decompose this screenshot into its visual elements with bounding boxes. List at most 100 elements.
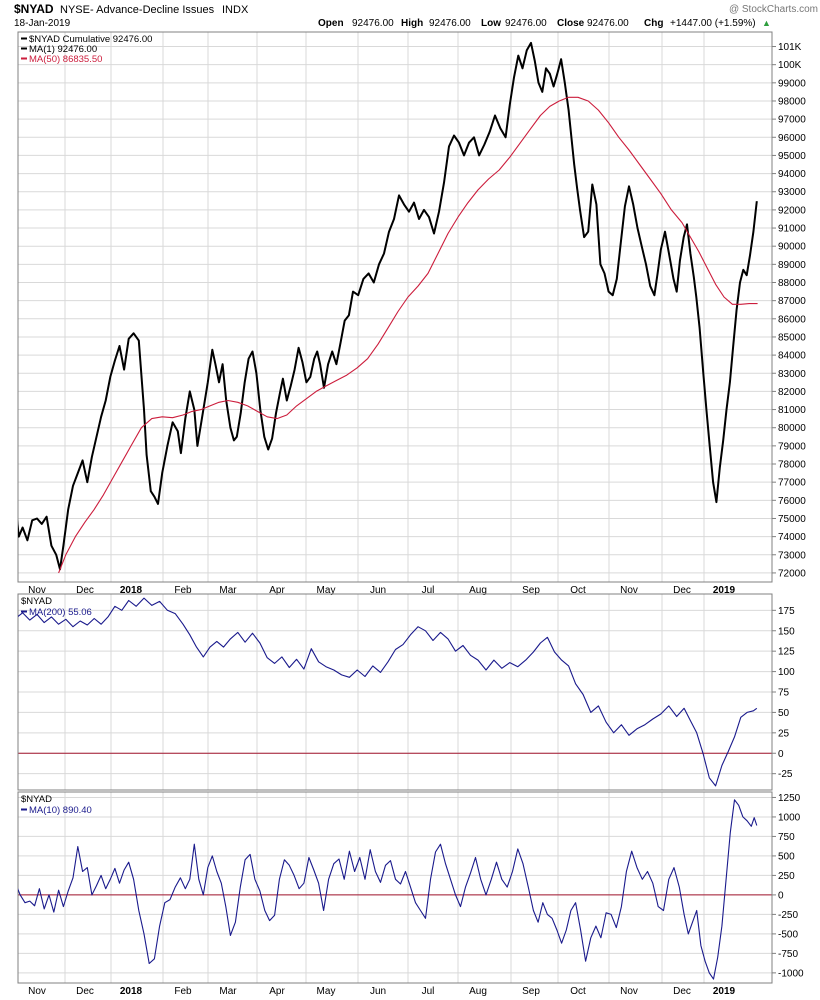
chart-header: $NYAD NYSE - Advance-Decline Issues INDX… bbox=[14, 2, 818, 29]
month-label: Aug bbox=[469, 986, 487, 997]
open-label: Open bbox=[318, 18, 344, 29]
month-label: Sep bbox=[522, 986, 540, 997]
y-tick-label: 85000 bbox=[778, 332, 806, 343]
y-tick-label: 25 bbox=[778, 728, 790, 739]
legend-entry: MA(10) 890.40 bbox=[29, 805, 92, 816]
month-label: Dec bbox=[673, 585, 691, 596]
month-label: Oct bbox=[570, 585, 586, 596]
low-label: Low bbox=[481, 18, 501, 29]
month-label: May bbox=[317, 585, 336, 596]
month-label: Apr bbox=[269, 585, 285, 596]
panel-frame bbox=[17, 593, 773, 791]
y-tick-label: 100K bbox=[778, 60, 802, 71]
y-tick-label: 84000 bbox=[778, 351, 806, 362]
y-tick-label: 1000 bbox=[778, 812, 801, 823]
y-tick-label: 90000 bbox=[778, 242, 806, 253]
month-label: 2019 bbox=[713, 585, 736, 596]
y-tick-label: 75 bbox=[778, 688, 790, 699]
panel-title: $NYAD bbox=[21, 794, 52, 805]
y-tick-label: 500 bbox=[778, 851, 795, 862]
y-tick-label: 73000 bbox=[778, 550, 806, 561]
description-text: - Advance-Decline Issues bbox=[90, 4, 215, 16]
y-tick-label: 100 bbox=[778, 667, 795, 678]
y-tick-label: 91000 bbox=[778, 224, 806, 235]
high-label: High bbox=[401, 18, 423, 29]
y-tick-label: -500 bbox=[778, 929, 798, 940]
panel-frame bbox=[17, 31, 773, 583]
ma10-panel: -1000 -750 -500 -250 0 250 500 750 1000 1250 $NYAD… bbox=[17, 791, 804, 997]
y-tick-label: 81000 bbox=[778, 405, 806, 416]
y-tick-label: 50 bbox=[778, 708, 790, 719]
legend-entry: MA(50) 86835.50 bbox=[29, 54, 102, 65]
y-tick-label: 175 bbox=[778, 606, 795, 617]
month-label: Jun bbox=[370, 585, 386, 596]
month-label: Nov bbox=[28, 585, 46, 596]
y-tick-label: 95000 bbox=[778, 151, 806, 162]
month-label: 2019 bbox=[713, 986, 736, 997]
month-label: Mar bbox=[219, 585, 237, 596]
y-tick-label: 89000 bbox=[778, 260, 806, 271]
month-label: Sep bbox=[522, 585, 540, 596]
month-label: Mar bbox=[219, 986, 237, 997]
y-tick-label: 101K bbox=[778, 42, 802, 53]
month-label: Nov bbox=[620, 986, 638, 997]
y-tick-label: 1250 bbox=[778, 793, 801, 804]
panel-title: $NYAD bbox=[21, 596, 52, 607]
exchange-text: NYSE bbox=[60, 4, 90, 16]
month-label: Oct bbox=[570, 986, 586, 997]
symbol-text: $NYAD bbox=[14, 2, 54, 16]
y-tick-label: 94000 bbox=[778, 169, 806, 180]
y-tick-label: -750 bbox=[778, 949, 798, 960]
series-line-2 bbox=[58, 96, 758, 574]
chg-value: +1447.00 (+1.59%) bbox=[670, 18, 756, 29]
month-label: Jul bbox=[422, 585, 435, 596]
y-tick-label: -25 bbox=[778, 769, 793, 780]
series-line-0 bbox=[18, 41, 758, 571]
close-label: Close bbox=[557, 18, 585, 29]
month-label: May bbox=[317, 986, 336, 997]
close-value: 92476.00 bbox=[587, 18, 629, 29]
y-tick-label: 79000 bbox=[778, 441, 806, 452]
legend-entry: $NYAD Cumulative 92476.00 bbox=[29, 34, 152, 45]
high-value: 92476.00 bbox=[429, 18, 471, 29]
month-label: Nov bbox=[28, 986, 46, 997]
open-value: 92476.00 bbox=[352, 18, 394, 29]
month-label: Jul bbox=[422, 986, 435, 997]
month-label: 2018 bbox=[120, 585, 143, 596]
y-tick-label: 0 bbox=[778, 890, 784, 901]
y-tick-label: 82000 bbox=[778, 387, 806, 398]
y-tick-label: 150 bbox=[778, 626, 795, 637]
up-arrow-icon: ▲ bbox=[762, 18, 771, 28]
month-label: Jun bbox=[370, 986, 386, 997]
y-tick-label: 98000 bbox=[778, 96, 806, 107]
date-text: 18-Jan-2019 bbox=[14, 18, 71, 29]
index-type-text: INDX bbox=[222, 4, 249, 16]
series-line-0 bbox=[18, 597, 758, 787]
y-tick-label: 87000 bbox=[778, 296, 806, 307]
y-tick-label: 83000 bbox=[778, 369, 806, 380]
y-tick-label: -250 bbox=[778, 910, 798, 921]
y-tick-label: 78000 bbox=[778, 460, 806, 471]
y-tick-label: -1000 bbox=[778, 968, 804, 979]
month-label: Dec bbox=[673, 986, 691, 997]
y-tick-label: 86000 bbox=[778, 314, 806, 325]
y-tick-label: 97000 bbox=[778, 115, 806, 126]
y-tick-label: 80000 bbox=[778, 423, 806, 434]
month-label: 2018 bbox=[120, 986, 143, 997]
y-tick-label: 125 bbox=[778, 647, 795, 658]
low-value: 92476.00 bbox=[505, 18, 547, 29]
y-tick-label: 0 bbox=[778, 749, 784, 760]
legend-entry: MA(200) 55.06 bbox=[29, 607, 92, 618]
y-tick-label: 99000 bbox=[778, 78, 806, 89]
y-tick-label: 75000 bbox=[778, 514, 806, 525]
watermark-text: @ StockCharts.com bbox=[729, 4, 818, 15]
series-line-0 bbox=[18, 799, 758, 980]
price-panel: 72000 73000 74000 75000 76000 77000 78000 79000… bbox=[17, 31, 806, 596]
y-tick-label: 76000 bbox=[778, 496, 806, 507]
legend-entry: MA(1) 92476.00 bbox=[29, 44, 97, 55]
y-tick-label: 250 bbox=[778, 871, 795, 882]
month-label: Dec bbox=[76, 986, 94, 997]
month-label: Feb bbox=[174, 986, 192, 997]
month-label: Nov bbox=[620, 585, 638, 596]
